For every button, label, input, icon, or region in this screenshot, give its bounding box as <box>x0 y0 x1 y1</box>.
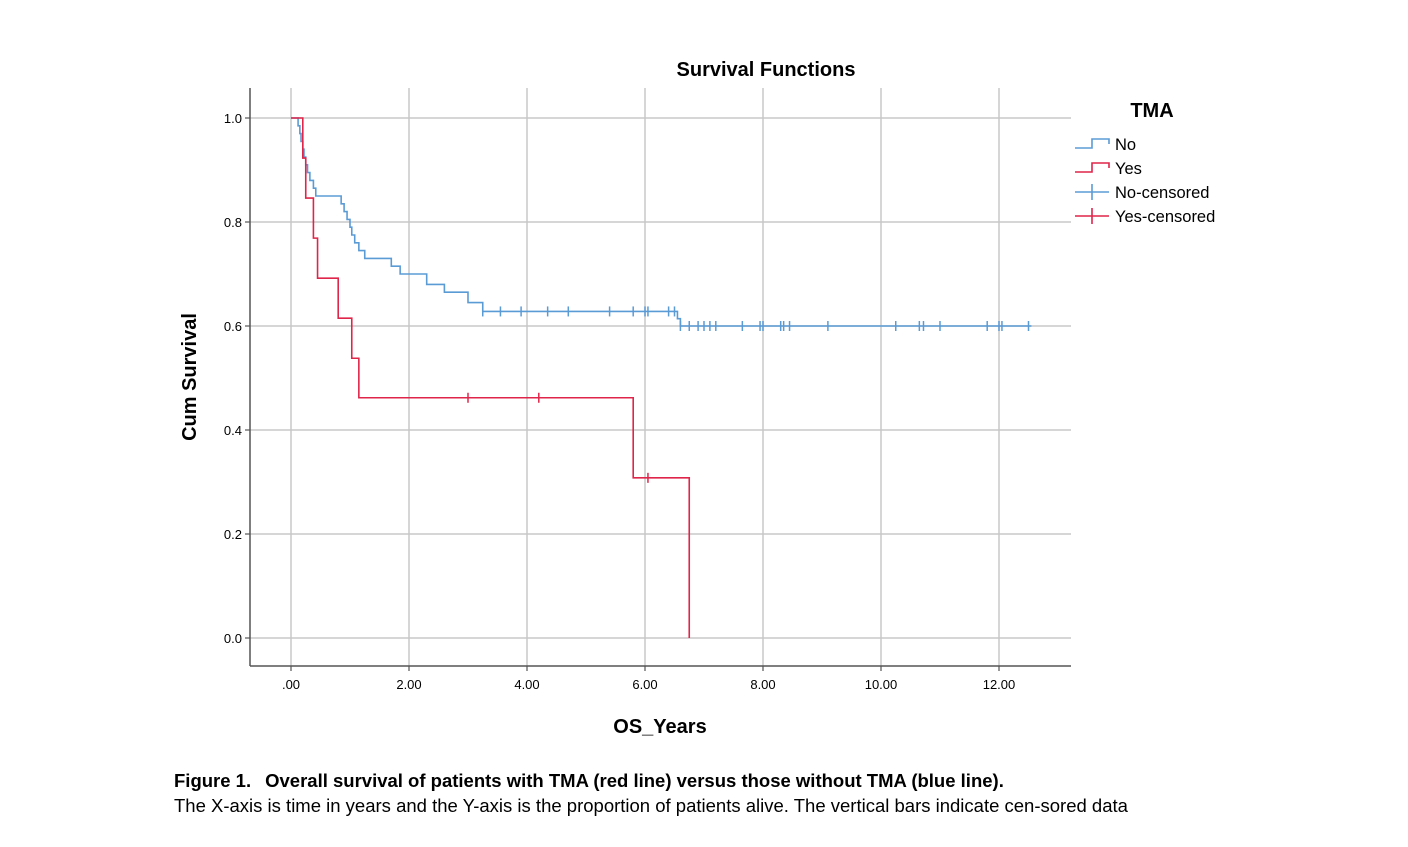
figure-caption: Figure 1. Overall survival of patients wi… <box>174 768 1244 818</box>
y-tick-label: 0.4 <box>224 423 242 438</box>
y-tick-label: 0.6 <box>224 319 242 334</box>
caption-title: Overall survival of patients with TMA (r… <box>265 770 1004 791</box>
legend-swatch-yes <box>1075 162 1110 173</box>
legend-label-yes-censored: Yes-censored <box>1115 208 1215 226</box>
survival-chart: .00 2.00 4.00 6.00 8.00 10.00 12.00 0.0 0.2 0.4 0.… <box>179 59 1215 738</box>
x-axis-label: OS_Years <box>613 716 706 738</box>
legend-label-no-censored: No-censored <box>1115 184 1209 202</box>
chart-title: Survival Functions <box>677 59 856 81</box>
y-tick-label: 0.0 <box>224 631 242 646</box>
caption-body: The X-axis is time in years and the Y-ax… <box>174 795 1128 816</box>
x-tick-label: .00 <box>282 677 300 692</box>
legend-title: TMA <box>1130 100 1173 122</box>
x-tick-label: 4.00 <box>514 677 539 692</box>
y-tick-label: 0.8 <box>224 215 242 230</box>
legend-swatch-no <box>1075 138 1110 149</box>
y-axis-label: Cum Survival <box>179 313 201 441</box>
survival-curve-no <box>291 117 1032 327</box>
legend-label-no: No <box>1115 136 1136 154</box>
x-tick-label: 10.00 <box>865 677 898 692</box>
y-tick-label: 0.2 <box>224 527 242 542</box>
legend-label-yes: Yes <box>1115 160 1142 178</box>
x-tick-label: 12.00 <box>983 677 1016 692</box>
x-tick-label: 2.00 <box>396 677 421 692</box>
x-tick-label: 8.00 <box>750 677 775 692</box>
survival-curve-yes <box>291 117 691 638</box>
caption-figure-number: Figure 1. <box>174 770 252 791</box>
y-tick-label: 1.0 <box>224 111 242 126</box>
caption-heading: Figure 1. Overall survival of patients wi… <box>174 770 1004 791</box>
x-tick-label: 6.00 <box>632 677 657 692</box>
